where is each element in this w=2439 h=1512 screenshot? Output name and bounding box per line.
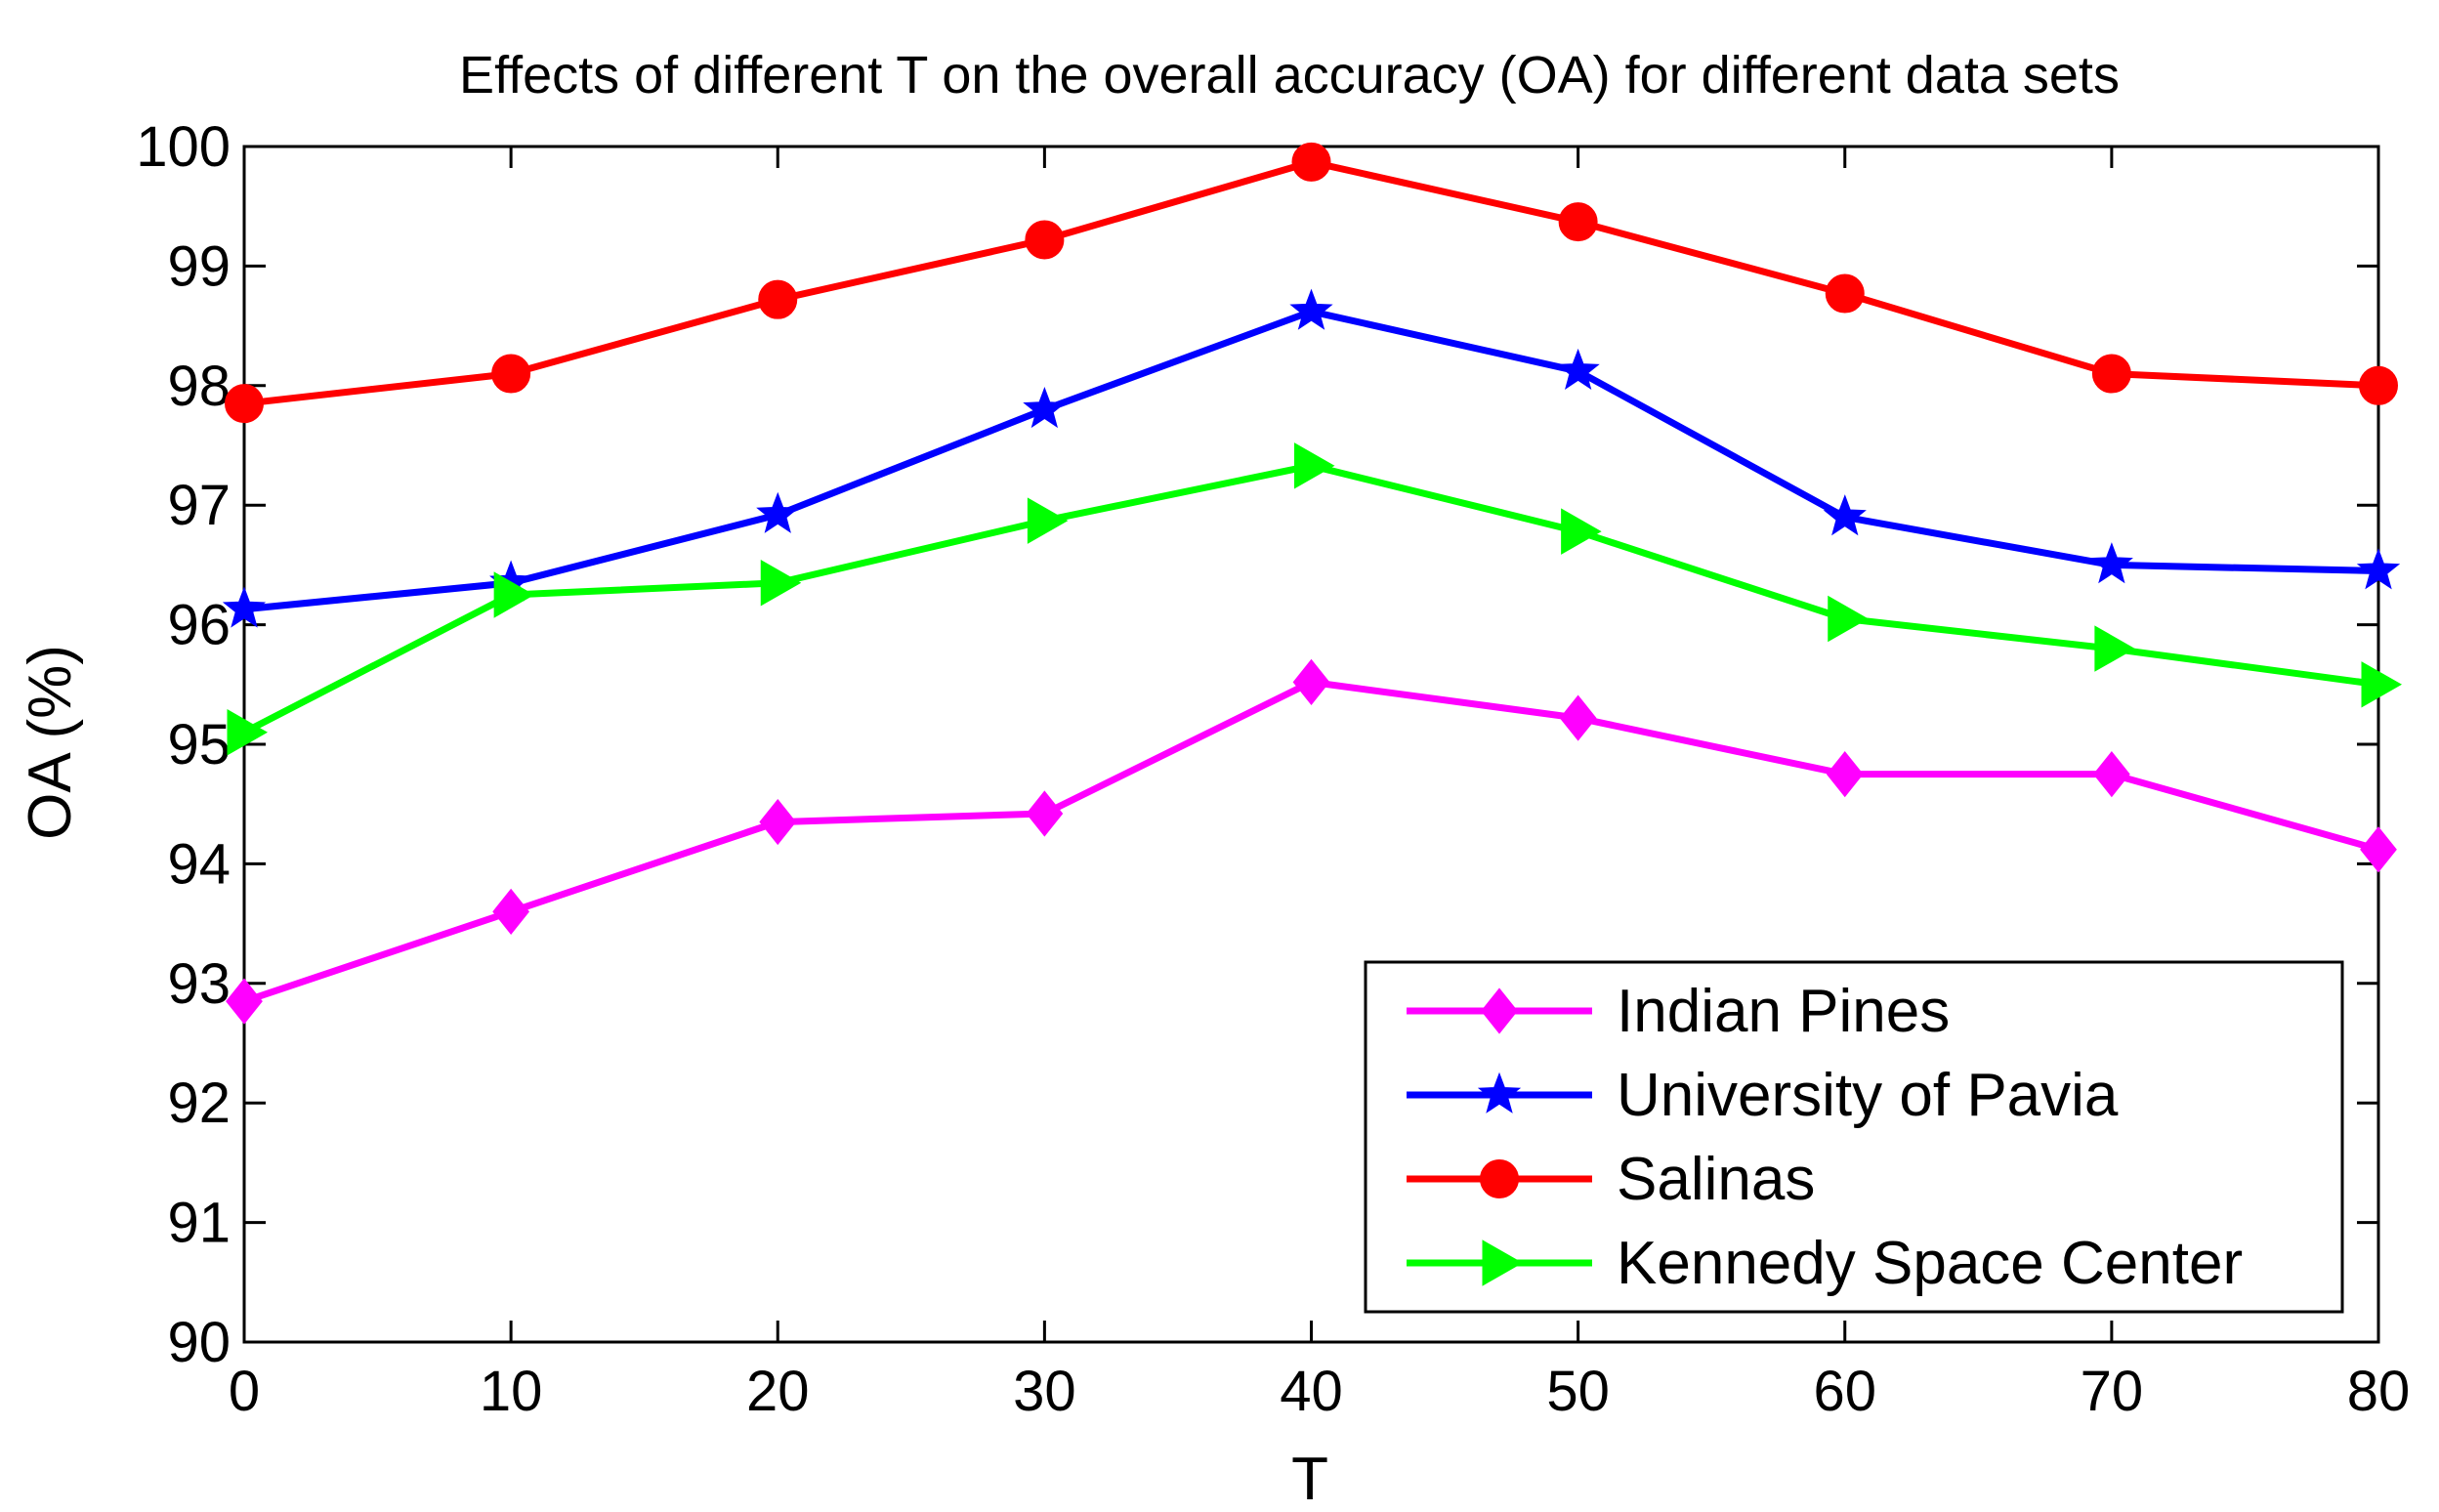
data-point xyxy=(1559,694,1597,741)
y-tick-label: 99 xyxy=(167,234,231,298)
data-point xyxy=(227,709,269,756)
legend-box xyxy=(1364,960,2344,1314)
data-point xyxy=(756,491,800,533)
legend: Indian Pines University of Pavia Salinas Ke… xyxy=(1364,960,2344,1314)
data-point xyxy=(760,560,802,607)
chart-title: Effects of different T on the overall ac… xyxy=(459,46,2120,105)
legend-marker xyxy=(1481,987,1518,1034)
data-point xyxy=(2092,750,2130,798)
data-point xyxy=(1825,273,1865,314)
data-point xyxy=(1826,750,1864,798)
data-point xyxy=(1828,595,1869,643)
data-point xyxy=(2361,661,2403,708)
legend-label: University of Pavia xyxy=(1617,1062,2119,1129)
legend-marker xyxy=(1482,1239,1524,1286)
series-university-of-pavia xyxy=(222,288,2401,628)
data-point xyxy=(2356,548,2401,590)
data-point xyxy=(1292,658,1330,705)
data-point xyxy=(1023,387,1067,429)
legend-marker xyxy=(1480,1159,1519,1198)
x-tick-label: 0 xyxy=(229,1360,260,1423)
x-tick-label: 50 xyxy=(1546,1360,1610,1423)
x-tick-label: 30 xyxy=(1013,1360,1076,1423)
legend-label: Indian Pines xyxy=(1617,978,1950,1045)
data-point xyxy=(2089,542,2133,584)
data-point xyxy=(222,586,267,628)
y-tick-label: 96 xyxy=(167,594,231,657)
data-point xyxy=(1291,142,1331,182)
series-kennedy-space-center xyxy=(227,442,2403,756)
x-tick-label: 40 xyxy=(1280,1360,1343,1423)
x-tick-label: 60 xyxy=(1813,1360,1876,1423)
data-point xyxy=(491,354,531,394)
data-point xyxy=(1823,494,1867,536)
data-point xyxy=(1294,442,1335,489)
y-axis-label: OA (%) xyxy=(17,645,84,840)
y-tick-label: 92 xyxy=(167,1071,231,1135)
data-point xyxy=(2360,826,2397,873)
plot-area: 90 91 92 93 94 95 96 97 98 99 100 0 10 20 30 40 50 60 70 80… xyxy=(136,115,2410,1423)
y-tick-label: 91 xyxy=(167,1192,231,1255)
data-point xyxy=(225,384,264,424)
x-axis-label: T xyxy=(1291,1446,1328,1512)
data-point xyxy=(492,888,530,935)
data-point xyxy=(1289,288,1333,330)
data-point xyxy=(2359,365,2398,405)
data-point xyxy=(2094,625,2135,672)
legend-label: Salinas xyxy=(1617,1146,1815,1213)
y-tick-label: 97 xyxy=(167,474,231,537)
data-point xyxy=(1025,220,1065,260)
x-tick-label: 10 xyxy=(480,1360,543,1423)
legend-marker xyxy=(1477,1071,1522,1113)
x-tick-label: 70 xyxy=(2081,1360,2144,1423)
y-tick-label: 90 xyxy=(167,1311,231,1374)
x-tick-label: 20 xyxy=(746,1360,810,1423)
data-point xyxy=(493,571,535,618)
series-indian-pines xyxy=(226,658,2397,1025)
legend-label: Kennedy Space Center xyxy=(1617,1230,2243,1297)
x-tick-label: 80 xyxy=(2347,1360,2411,1423)
data-point xyxy=(1561,508,1602,555)
y-tick-label: 100 xyxy=(136,115,231,179)
y-tick-label: 95 xyxy=(167,713,231,777)
series-salinas xyxy=(225,142,2398,424)
y-tick-label: 94 xyxy=(167,832,231,896)
data-point xyxy=(226,978,263,1025)
data-point xyxy=(1027,497,1069,544)
y-tick-label: 93 xyxy=(167,952,231,1016)
y-tick-label: 98 xyxy=(167,355,231,418)
data-point xyxy=(1026,790,1064,837)
data-point xyxy=(1558,202,1598,242)
data-point xyxy=(759,798,797,846)
data-point xyxy=(758,279,798,319)
data-point xyxy=(2091,354,2131,394)
data-point xyxy=(1556,348,1600,390)
